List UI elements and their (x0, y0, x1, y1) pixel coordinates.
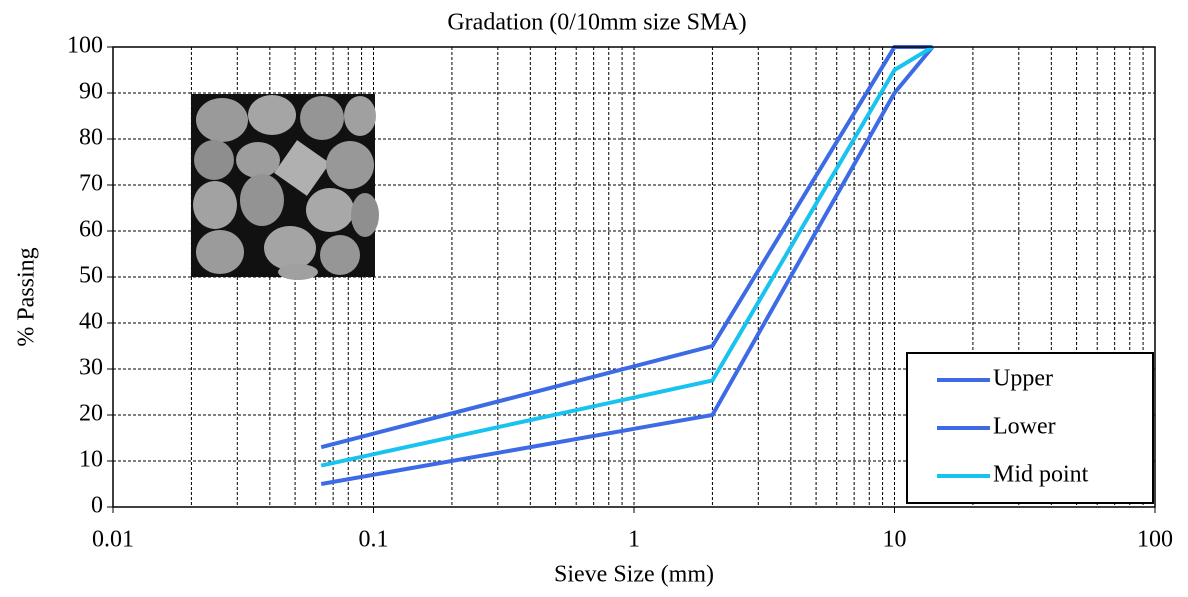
y-tick-label: 80 (79, 125, 103, 151)
legend-label: Mid point (993, 462, 1089, 488)
inset-photo (191, 94, 379, 280)
y-tick-label: 10 (79, 447, 103, 473)
legend: Upper Lower Mid point (906, 352, 1154, 504)
y-axis-label: % Passing (14, 247, 40, 346)
legend-label: Upper (993, 366, 1053, 392)
x-tick-label: 1 (628, 527, 640, 553)
series-line (320, 45, 934, 468)
y-tick-label: 0 (91, 493, 103, 519)
x-axis-label: Sieve Size (mm) (554, 562, 714, 588)
chart-title: Gradation (0/10mm size SMA) (447, 10, 746, 36)
y-tick-label: 40 (79, 309, 103, 335)
y-tick-label: 50 (79, 263, 103, 289)
y-tick-label: 60 (79, 217, 103, 243)
series-line (320, 45, 935, 486)
x-tick-label: 100 (1137, 527, 1173, 553)
y-tick-label: 30 (79, 355, 103, 381)
x-tick-label: 0.01 (92, 527, 134, 553)
y-tick-label: 100 (67, 33, 103, 59)
x-tick-label: 10 (883, 527, 907, 553)
y-tick-label: 90 (79, 79, 103, 105)
legend-label: Lower (993, 414, 1056, 440)
y-tick-label: 70 (79, 171, 103, 197)
x-tick-label: 0.1 (359, 527, 389, 553)
y-tick-label: 20 (79, 401, 103, 427)
